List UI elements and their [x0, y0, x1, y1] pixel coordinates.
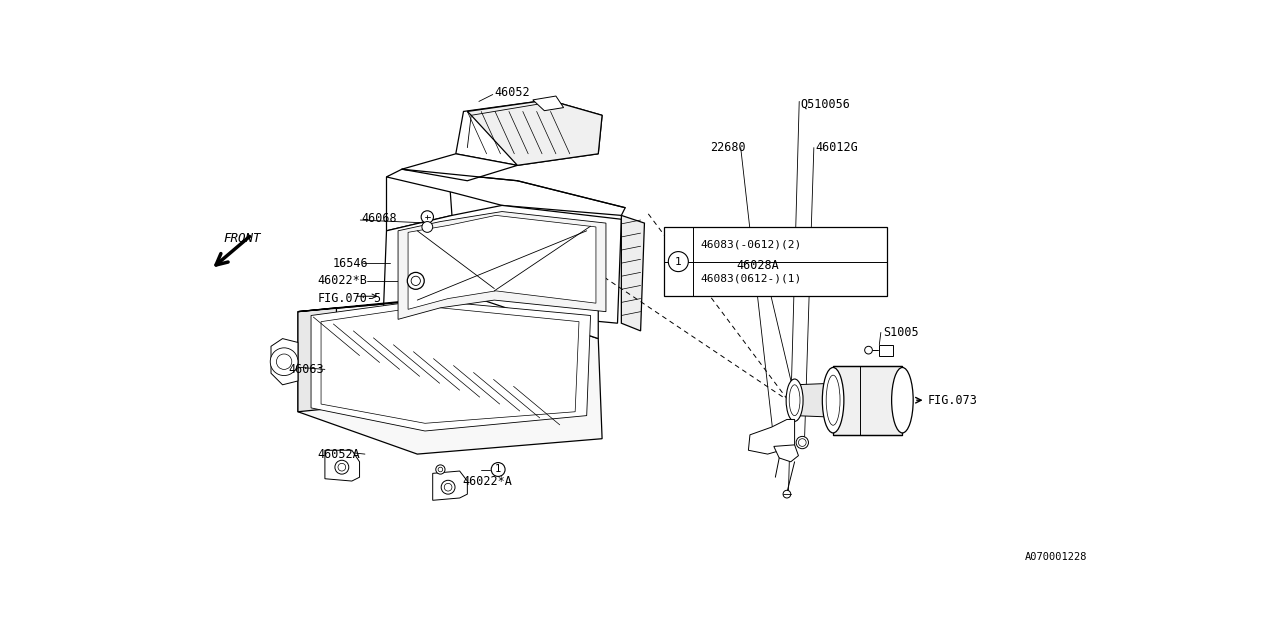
Polygon shape: [271, 339, 298, 385]
Polygon shape: [408, 216, 596, 309]
Polygon shape: [879, 345, 893, 356]
Text: 46063: 46063: [289, 363, 324, 376]
Polygon shape: [298, 308, 337, 412]
Text: FIG.070-5: FIG.070-5: [317, 292, 381, 305]
Polygon shape: [833, 365, 902, 435]
Polygon shape: [433, 471, 467, 500]
Circle shape: [444, 483, 452, 491]
Text: 46068: 46068: [362, 212, 398, 225]
Polygon shape: [774, 445, 799, 462]
Text: FIG.073: FIG.073: [928, 394, 978, 406]
Polygon shape: [321, 307, 579, 423]
Polygon shape: [398, 212, 605, 319]
Text: 1: 1: [675, 257, 682, 267]
Circle shape: [335, 460, 348, 474]
Circle shape: [338, 463, 346, 471]
Circle shape: [407, 273, 424, 289]
Text: 46083(0612-)(1): 46083(0612-)(1): [700, 274, 801, 284]
Text: A070001228: A070001228: [1025, 552, 1087, 562]
Text: 46052: 46052: [494, 86, 530, 99]
Text: 22680: 22680: [710, 141, 745, 154]
Text: FRONT: FRONT: [223, 232, 261, 245]
Ellipse shape: [790, 385, 800, 415]
Circle shape: [438, 467, 443, 472]
Circle shape: [411, 276, 420, 285]
Text: Q510056: Q510056: [801, 97, 851, 110]
Text: 46012G: 46012G: [815, 141, 858, 154]
Circle shape: [422, 221, 433, 232]
Polygon shape: [387, 161, 452, 231]
Circle shape: [492, 463, 506, 476]
Circle shape: [435, 465, 445, 474]
Circle shape: [865, 346, 873, 354]
Text: 46083(-0612)(2): 46083(-0612)(2): [700, 239, 801, 249]
Polygon shape: [325, 451, 360, 481]
Text: 46022*B: 46022*B: [317, 275, 367, 287]
Circle shape: [421, 211, 434, 223]
Ellipse shape: [826, 375, 840, 425]
Text: 16546: 16546: [333, 257, 369, 269]
Polygon shape: [456, 100, 602, 165]
Polygon shape: [621, 216, 644, 331]
Polygon shape: [402, 154, 517, 180]
Polygon shape: [467, 100, 602, 165]
Polygon shape: [298, 296, 602, 454]
Polygon shape: [298, 294, 598, 339]
Polygon shape: [387, 169, 625, 216]
Polygon shape: [383, 205, 621, 331]
Circle shape: [668, 252, 689, 271]
Bar: [664, 227, 887, 296]
Ellipse shape: [822, 367, 844, 433]
Circle shape: [783, 490, 791, 498]
Ellipse shape: [786, 379, 803, 421]
Text: 1: 1: [495, 465, 502, 474]
Circle shape: [796, 436, 809, 449]
Polygon shape: [795, 383, 833, 417]
Text: S1005: S1005: [883, 326, 919, 339]
Ellipse shape: [892, 367, 913, 433]
Polygon shape: [749, 419, 795, 454]
Text: 46052A: 46052A: [317, 447, 360, 461]
Text: 46022*A: 46022*A: [462, 474, 512, 488]
Text: 46028A: 46028A: [737, 259, 780, 272]
Polygon shape: [311, 300, 590, 431]
Circle shape: [276, 354, 292, 369]
Circle shape: [270, 348, 298, 376]
Circle shape: [442, 480, 454, 494]
Polygon shape: [532, 96, 563, 111]
Circle shape: [799, 438, 806, 447]
